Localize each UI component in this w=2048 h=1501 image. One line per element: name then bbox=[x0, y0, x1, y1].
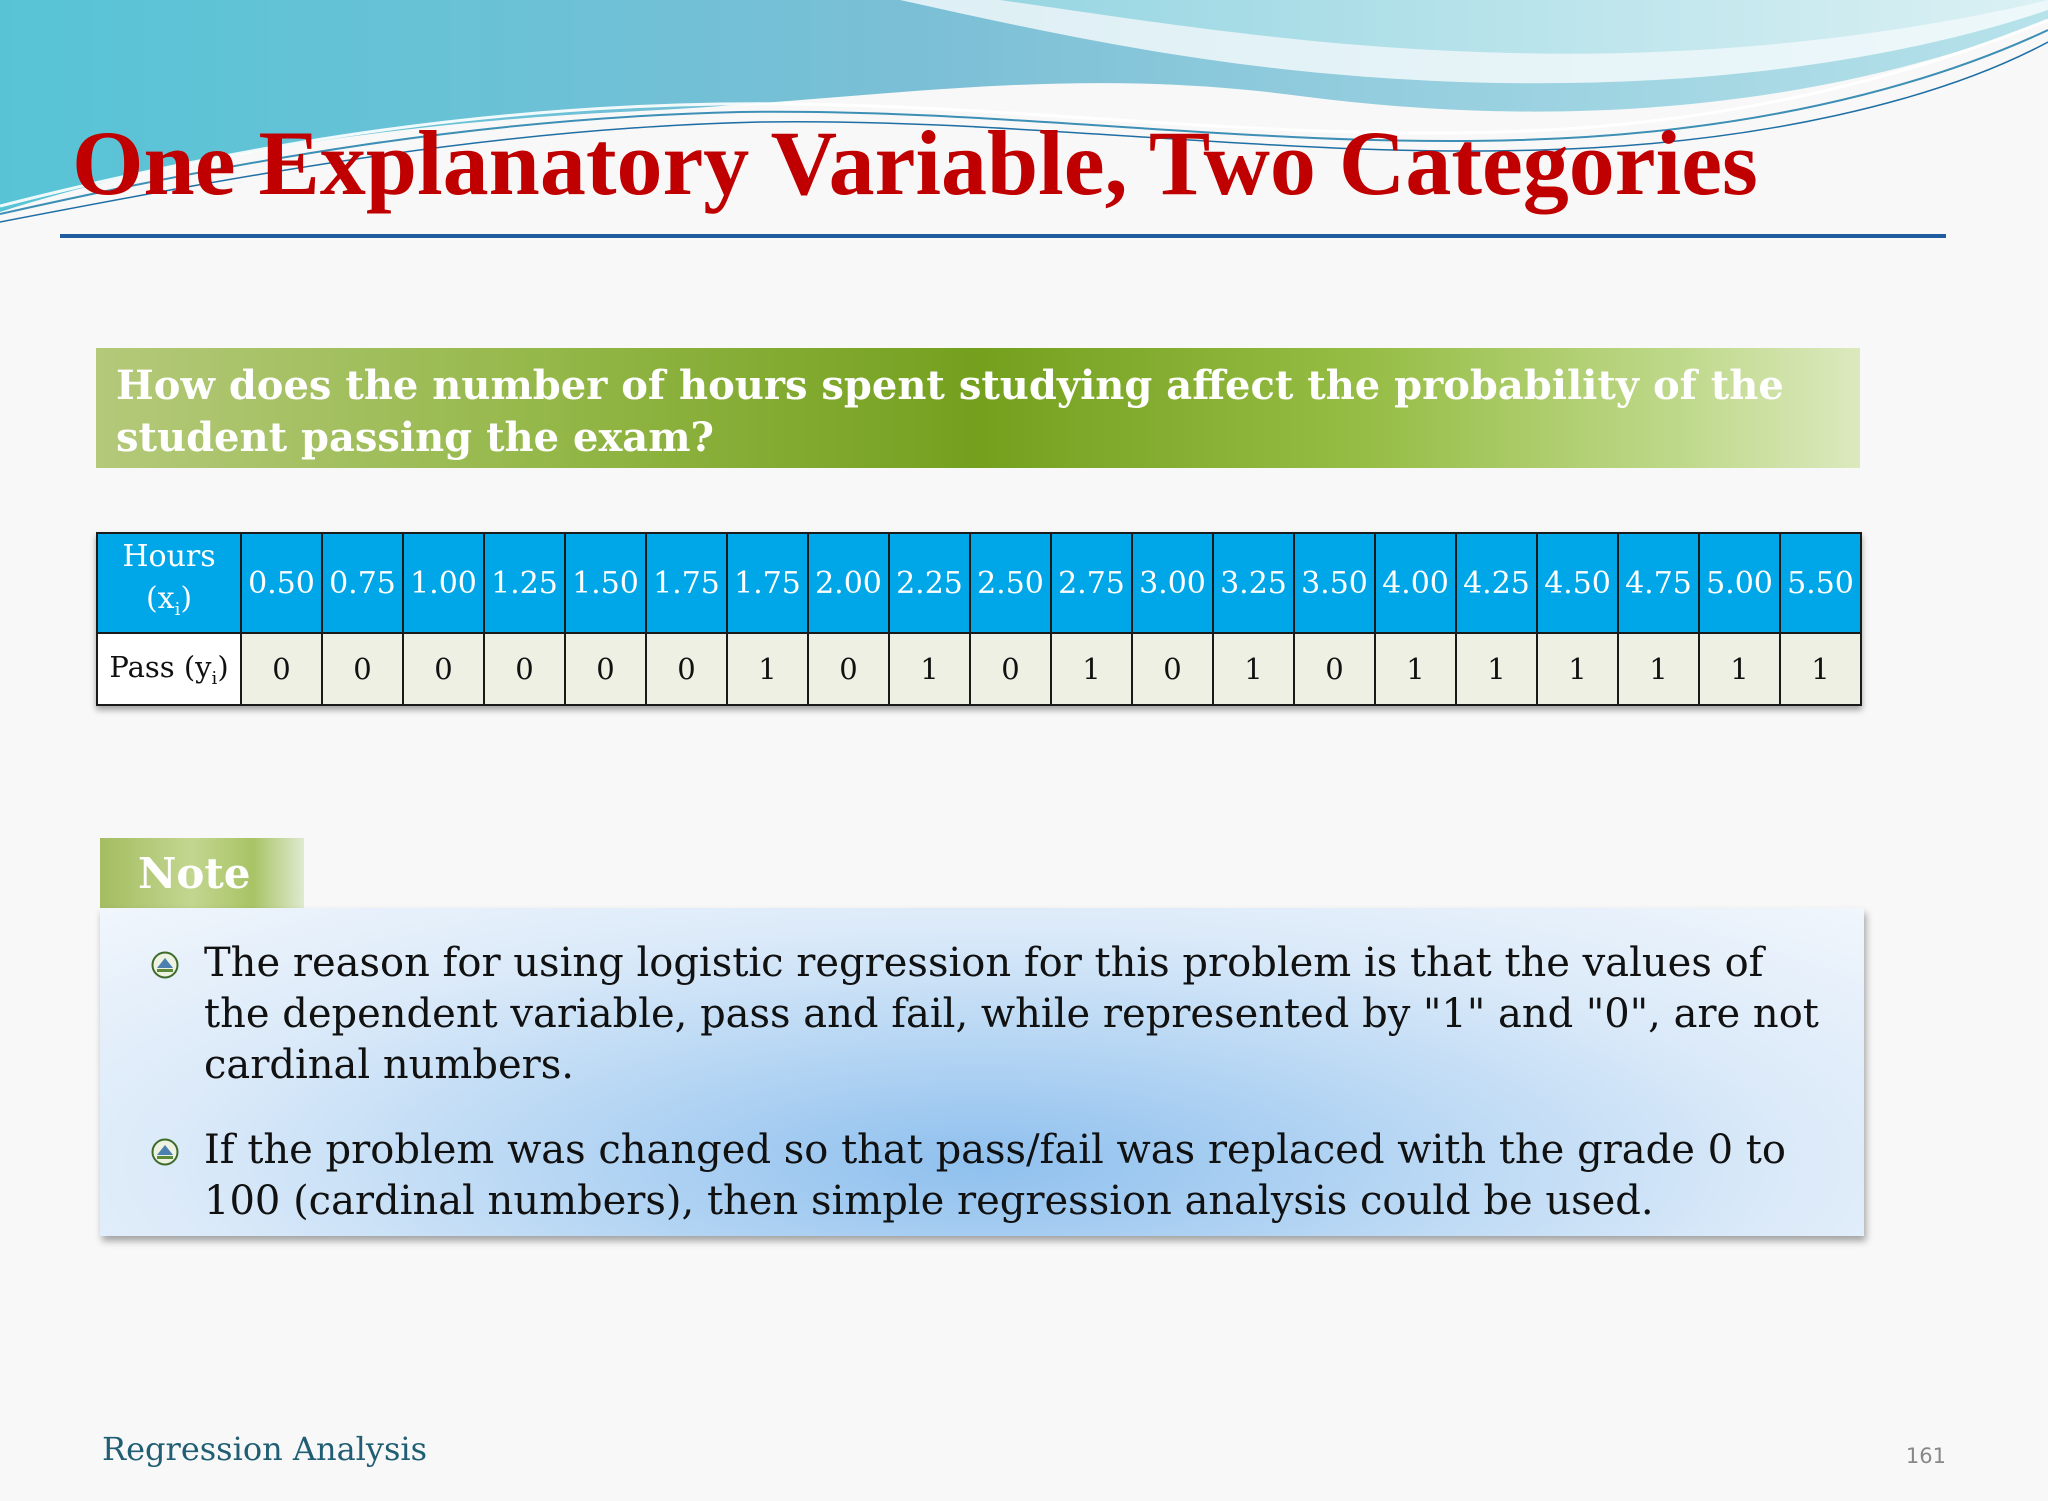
hours-cell: 1.00 bbox=[402, 532, 485, 634]
hours-cell: 5.50 bbox=[1779, 532, 1862, 634]
pass-cell: 0 bbox=[402, 632, 485, 706]
pass-var-close: ) bbox=[217, 649, 229, 684]
hours-pass-table: Hours (xi) 0.50 0.75 1.00 1.25 1.50 1.75… bbox=[96, 532, 1862, 706]
hours-row: Hours (xi) 0.50 0.75 1.00 1.25 1.50 1.75… bbox=[96, 532, 1862, 634]
page-number: 161 bbox=[1905, 1444, 1946, 1468]
hours-var-subscript: i bbox=[174, 598, 181, 620]
pass-cell: 1 bbox=[1779, 632, 1862, 706]
note-item: The reason for using logistic regression… bbox=[151, 938, 1824, 1091]
pass-label: Pass (y bbox=[109, 649, 212, 684]
pass-cell: 0 bbox=[483, 632, 566, 706]
pass-cell: 1 bbox=[1455, 632, 1538, 706]
hours-cell: 5.00 bbox=[1698, 532, 1781, 634]
hours-cell: 2.75 bbox=[1050, 532, 1133, 634]
note-tab: Note bbox=[100, 838, 304, 908]
note-text: If the problem was changed so that pass/… bbox=[204, 1127, 1786, 1224]
pass-cell: 0 bbox=[564, 632, 647, 706]
bullet-icon bbox=[151, 951, 179, 979]
pass-cell: 1 bbox=[1212, 632, 1295, 706]
pass-cell: 0 bbox=[1293, 632, 1376, 706]
pass-cell: 0 bbox=[240, 632, 323, 706]
bullet-icon bbox=[151, 1138, 179, 1166]
pass-cell: 1 bbox=[726, 632, 809, 706]
pass-cell: 0 bbox=[321, 632, 404, 706]
hours-cell: 2.25 bbox=[888, 532, 971, 634]
pass-cell: 1 bbox=[1374, 632, 1457, 706]
footer-label: Regression Analysis bbox=[102, 1430, 428, 1468]
hours-cell: 3.25 bbox=[1212, 532, 1295, 634]
hours-cell: 4.50 bbox=[1536, 532, 1619, 634]
hours-cell: 2.00 bbox=[807, 532, 890, 634]
hours-cell: 4.75 bbox=[1617, 532, 1700, 634]
hours-cell: 4.25 bbox=[1455, 532, 1538, 634]
note-text: The reason for using logistic regression… bbox=[204, 940, 1819, 1088]
hours-cell: 0.75 bbox=[321, 532, 404, 634]
hours-row-header: Hours (xi) bbox=[96, 532, 242, 634]
hours-cell: 1.75 bbox=[645, 532, 728, 634]
pass-row-header: Pass (yi) bbox=[96, 632, 242, 706]
pass-cell: 0 bbox=[969, 632, 1052, 706]
hours-cell: 0.50 bbox=[240, 532, 323, 634]
hours-cell: 1.50 bbox=[564, 532, 647, 634]
hours-var-close: ) bbox=[180, 580, 193, 616]
note-item: If the problem was changed so that pass/… bbox=[151, 1125, 1824, 1227]
pass-cell: 0 bbox=[807, 632, 890, 706]
pass-cell: 0 bbox=[645, 632, 728, 706]
pass-cell: 1 bbox=[1617, 632, 1700, 706]
pass-row: Pass (yi) 0 0 0 0 0 0 1 0 1 0 1 0 1 0 1 … bbox=[96, 632, 1862, 706]
pass-cell: 1 bbox=[1698, 632, 1781, 706]
hours-cell: 4.00 bbox=[1374, 532, 1457, 634]
hours-cell: 1.75 bbox=[726, 532, 809, 634]
pass-cell: 0 bbox=[1131, 632, 1214, 706]
pass-cell: 1 bbox=[1050, 632, 1133, 706]
title-divider bbox=[60, 234, 1946, 238]
header-wave-decoration bbox=[0, 0, 2048, 223]
pass-cell: 1 bbox=[888, 632, 971, 706]
hours-cell: 3.00 bbox=[1131, 532, 1214, 634]
note-box: The reason for using logistic regression… bbox=[100, 908, 1864, 1236]
pass-var-subscript: i bbox=[211, 667, 218, 689]
hours-label: Hours bbox=[122, 538, 216, 574]
hours-cell: 1.25 bbox=[483, 532, 566, 634]
question-banner: How does the number of hours spent study… bbox=[96, 348, 1860, 468]
hours-cell: 3.50 bbox=[1293, 532, 1376, 634]
hours-cell: 2.50 bbox=[969, 532, 1052, 634]
hours-var-open: (x bbox=[145, 580, 175, 616]
slide-title: One Explanatory Variable, Two Categories bbox=[72, 112, 1758, 214]
pass-cell: 1 bbox=[1536, 632, 1619, 706]
